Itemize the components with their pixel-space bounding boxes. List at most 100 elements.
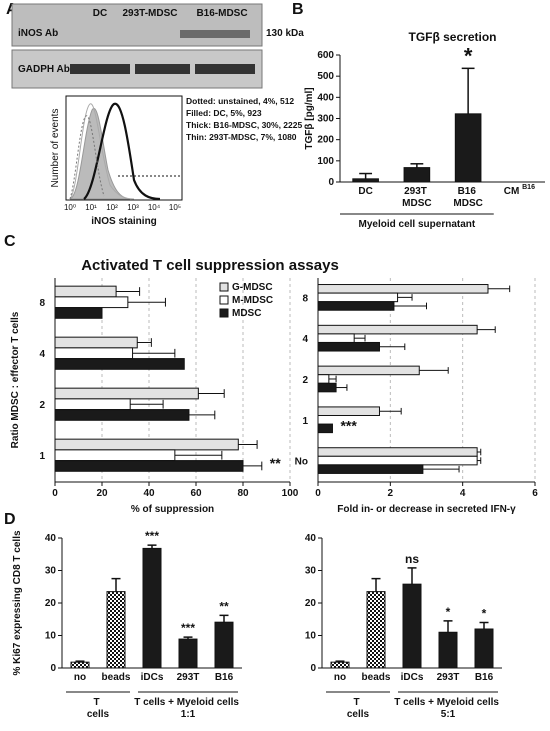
blot-band xyxy=(70,64,130,74)
annotation: * xyxy=(482,607,487,621)
x-label: Fold in- or decrease in secreted IFN-γ xyxy=(337,504,516,515)
x-tick-label: no xyxy=(74,672,86,683)
bar xyxy=(317,292,399,303)
y-tick-label: 8 xyxy=(39,298,45,309)
x-tick-label: 2 xyxy=(388,488,394,499)
flow-frame xyxy=(65,95,183,201)
blot-inos xyxy=(11,3,263,47)
error-bar xyxy=(188,410,216,420)
flow-legend: Thick: B16-MDSC, 30%, 2225 xyxy=(186,120,302,130)
error-bar xyxy=(174,450,223,460)
error-bar xyxy=(477,326,496,333)
legend-swatch xyxy=(219,295,229,305)
flow-tick-label: 10² xyxy=(106,203,118,212)
group-label: T cells xyxy=(347,697,370,720)
y-tick-label: 4 xyxy=(302,334,308,345)
bar xyxy=(317,324,478,335)
error-bar xyxy=(407,567,417,585)
y-tick-label: 0 xyxy=(328,177,334,188)
error-bar xyxy=(111,577,121,592)
bar xyxy=(366,591,386,669)
legend-label: MDSC xyxy=(232,308,261,319)
group-label: T cells + Myeloid cells 5:1 xyxy=(394,697,502,720)
x-tick-label: 293T xyxy=(177,672,200,683)
error-bar xyxy=(359,172,373,179)
bar xyxy=(317,455,478,466)
error-bar xyxy=(127,297,166,307)
error-bar xyxy=(354,334,366,342)
flow-xlabel: iNOS staining xyxy=(91,216,157,227)
error-bar xyxy=(461,67,475,114)
error-bar xyxy=(422,465,460,473)
y-tick-label: 100 xyxy=(317,156,334,167)
error-bar xyxy=(477,457,482,464)
y-tick-label: 1 xyxy=(39,451,45,462)
bar xyxy=(317,406,380,416)
bar xyxy=(54,409,190,421)
bar xyxy=(474,628,494,669)
error-bar xyxy=(147,544,157,549)
bar xyxy=(54,336,138,349)
blot-label: iNOS Ab xyxy=(18,28,58,39)
error-bar xyxy=(75,660,85,663)
error-bar xyxy=(479,621,489,629)
error-bar xyxy=(328,375,337,383)
y-tick-label: 4 xyxy=(39,349,45,360)
flow-tick-label: 10³ xyxy=(127,203,139,212)
x-tick-label: 40 xyxy=(143,488,155,499)
bar xyxy=(317,447,478,457)
x-tick-label: beads xyxy=(102,672,131,683)
lane-label: 293T-MDSC xyxy=(122,8,177,19)
bar xyxy=(454,113,482,183)
y-label: Ratio MDSC : effector T cells xyxy=(10,311,21,448)
annotation: * xyxy=(464,43,473,68)
annotation: ** xyxy=(219,599,229,613)
bar xyxy=(54,398,131,411)
y-tick-label: 10 xyxy=(45,631,57,642)
panel-label: C xyxy=(4,233,16,250)
legend-label: G-MDSC xyxy=(232,282,273,293)
bar xyxy=(178,638,198,669)
error-bar xyxy=(443,620,453,633)
bar xyxy=(403,167,431,183)
x-tick-label: DC xyxy=(358,186,372,197)
x-label: % of suppression xyxy=(131,504,214,515)
error-bar xyxy=(238,440,258,449)
x-tick-label: 60 xyxy=(190,488,202,499)
y-tick-label: 40 xyxy=(305,533,317,544)
y-tick-label: 10 xyxy=(305,631,317,642)
x-tick-label: 293T xyxy=(437,672,460,683)
flow-ylabel: Number of events xyxy=(50,109,61,188)
bar xyxy=(317,341,380,352)
annotation: *** xyxy=(340,417,357,433)
flow-tick-label: 10⁵ xyxy=(169,203,181,212)
x-tick-label: 293T MDSC xyxy=(402,186,431,209)
y-tick-label: 600 xyxy=(317,50,334,61)
y-label: TGFβ [pg/ml] xyxy=(304,87,315,149)
x-tick-label: 0 xyxy=(52,488,58,499)
bar xyxy=(352,178,379,183)
x-label: Myeloid cell supernatant xyxy=(359,219,476,230)
bar xyxy=(317,301,395,311)
y-tick-label: 0 xyxy=(50,663,56,674)
x-tick-label: no xyxy=(334,672,346,683)
lane-label: B16-MDSC xyxy=(196,8,247,19)
flow-thick xyxy=(83,102,161,201)
flow-legend: Filled: DC, 5%, 923 xyxy=(186,108,262,118)
y-tick-label: 300 xyxy=(317,114,334,125)
flow-legend: Thin: 293T-MDSC, 7%, 1080 xyxy=(186,132,297,142)
lane-label: DC xyxy=(93,8,107,19)
error-bar xyxy=(116,287,141,296)
x-tick-label: beads xyxy=(362,672,391,683)
bar xyxy=(54,358,185,370)
y-tick-label: No xyxy=(295,457,308,468)
error-bar xyxy=(335,660,345,663)
x-tick-label: CM B16 xyxy=(504,184,535,197)
error-bar xyxy=(487,285,511,293)
bar xyxy=(54,307,103,319)
y-tick-label: 1 xyxy=(302,416,308,427)
bar xyxy=(402,583,422,669)
y-tick-label: 400 xyxy=(317,92,334,103)
y-tick-label: 8 xyxy=(302,293,308,304)
